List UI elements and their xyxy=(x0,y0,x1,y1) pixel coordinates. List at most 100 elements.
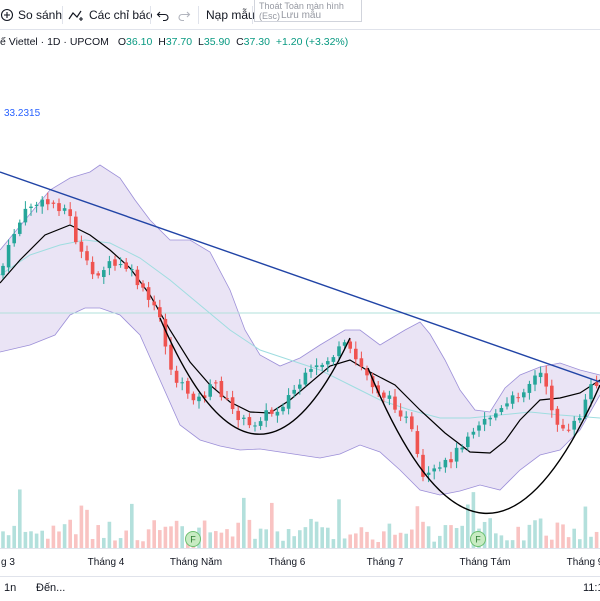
candle xyxy=(152,295,156,311)
candle xyxy=(202,391,207,403)
volume-bar xyxy=(23,531,28,548)
undo-button[interactable] xyxy=(156,0,170,30)
close-label: C xyxy=(236,36,244,48)
candle xyxy=(102,266,106,284)
range-button[interactable]: 1n xyxy=(4,582,17,594)
bollinger-upper-line xyxy=(0,164,600,413)
candle xyxy=(510,391,515,409)
candle xyxy=(443,457,448,473)
volume-bar xyxy=(342,538,347,548)
volume-bar xyxy=(505,540,509,548)
candle xyxy=(141,280,145,292)
close-value: 37.30 xyxy=(243,36,270,48)
time-axis-label: Tháng Năm xyxy=(169,557,223,568)
candle xyxy=(393,389,397,414)
toolbar-divider xyxy=(150,6,151,24)
volume-bar xyxy=(68,519,72,548)
change-value: +1.20 (+3.32%) xyxy=(275,36,349,48)
volume-bar xyxy=(370,539,375,548)
compare-button[interactable]: So sánh xyxy=(0,0,62,30)
volume-bar xyxy=(404,533,408,548)
volume-bar xyxy=(438,535,442,548)
cup-arc-drawings xyxy=(159,317,600,514)
candle xyxy=(242,414,246,426)
undo-icon xyxy=(156,8,170,22)
candle xyxy=(505,397,509,410)
redo-button[interactable] xyxy=(177,0,191,30)
candle xyxy=(163,313,168,355)
candle xyxy=(85,245,89,266)
volume-bar xyxy=(449,525,453,548)
candle xyxy=(522,388,526,403)
candlesticks xyxy=(1,192,599,483)
volume-bar xyxy=(376,541,380,548)
volume-bar xyxy=(180,526,184,548)
volume-bar xyxy=(454,528,459,548)
candle xyxy=(331,355,336,366)
volume-bar xyxy=(331,539,336,548)
load-template-button[interactable]: Nạp mẫu xyxy=(206,0,255,30)
candle xyxy=(477,421,481,437)
volume-bar xyxy=(158,530,162,548)
volume-bar xyxy=(550,539,554,548)
volume-bar xyxy=(488,518,492,548)
high-label: H xyxy=(158,36,166,48)
volume-bar xyxy=(219,532,224,548)
candle xyxy=(404,411,408,424)
volume-bar xyxy=(583,506,588,548)
volume-bar xyxy=(152,520,156,548)
volume-bar xyxy=(18,489,22,548)
candle xyxy=(471,427,476,439)
tooltip-text: Thoát Toàn màn hình xyxy=(259,1,344,11)
bottom-bar: 1n Đến... 11:1 xyxy=(0,576,600,601)
candle xyxy=(46,192,50,211)
volume-bar xyxy=(202,520,207,548)
candle xyxy=(410,412,414,432)
candle xyxy=(23,201,28,226)
volume-bars xyxy=(1,489,599,548)
volume-bar xyxy=(432,541,436,548)
earnings-event-marker[interactable]: F xyxy=(185,531,201,547)
goto-date-button[interactable]: Đến... xyxy=(36,582,66,594)
descending-trendline[interactable] xyxy=(0,171,600,383)
candle xyxy=(337,341,341,362)
candle xyxy=(135,266,140,290)
candle xyxy=(309,364,313,378)
candle xyxy=(286,388,291,415)
time-axis-label: g 3 xyxy=(1,557,15,568)
candle xyxy=(561,418,565,432)
volume-bar xyxy=(34,533,39,548)
high-value: 37.70 xyxy=(165,36,193,48)
tooltip-shortcut: (Esc) xyxy=(259,11,280,21)
save-template-button[interactable]: Lưu mẫu xyxy=(281,10,322,21)
candle xyxy=(107,255,112,276)
volume-bar xyxy=(46,538,50,548)
candle xyxy=(482,412,487,432)
candle xyxy=(449,451,453,469)
indicators-icon xyxy=(68,8,86,22)
symbol-title: ế Viettel · 1D · UPCOM xyxy=(0,36,109,48)
indicator-value: 33.2315 xyxy=(4,108,41,119)
candle xyxy=(466,432,470,451)
candle xyxy=(180,377,184,391)
volume-bar xyxy=(494,533,498,548)
compare-label: So sánh xyxy=(18,8,63,22)
indicators-button[interactable]: Các chỉ báo xyxy=(68,0,152,30)
volume-bar xyxy=(96,525,100,548)
candle xyxy=(370,372,375,394)
volume-bar xyxy=(533,520,537,548)
earnings-event-marker[interactable]: F xyxy=(470,531,486,547)
candle xyxy=(6,239,11,272)
time-axis: g 3 Tháng 4 Tháng Năm Tháng 6 Tháng 7 Tháng T… xyxy=(0,548,600,577)
volume-bar xyxy=(415,506,420,548)
time-axis-label: Tháng Tám xyxy=(459,557,511,568)
candle xyxy=(191,391,196,405)
volume-bar xyxy=(314,521,319,548)
volume-bar xyxy=(426,526,431,548)
volume-bar xyxy=(118,538,123,548)
volume-bar xyxy=(275,531,280,548)
volume-bar xyxy=(421,521,425,548)
candle xyxy=(247,413,252,429)
